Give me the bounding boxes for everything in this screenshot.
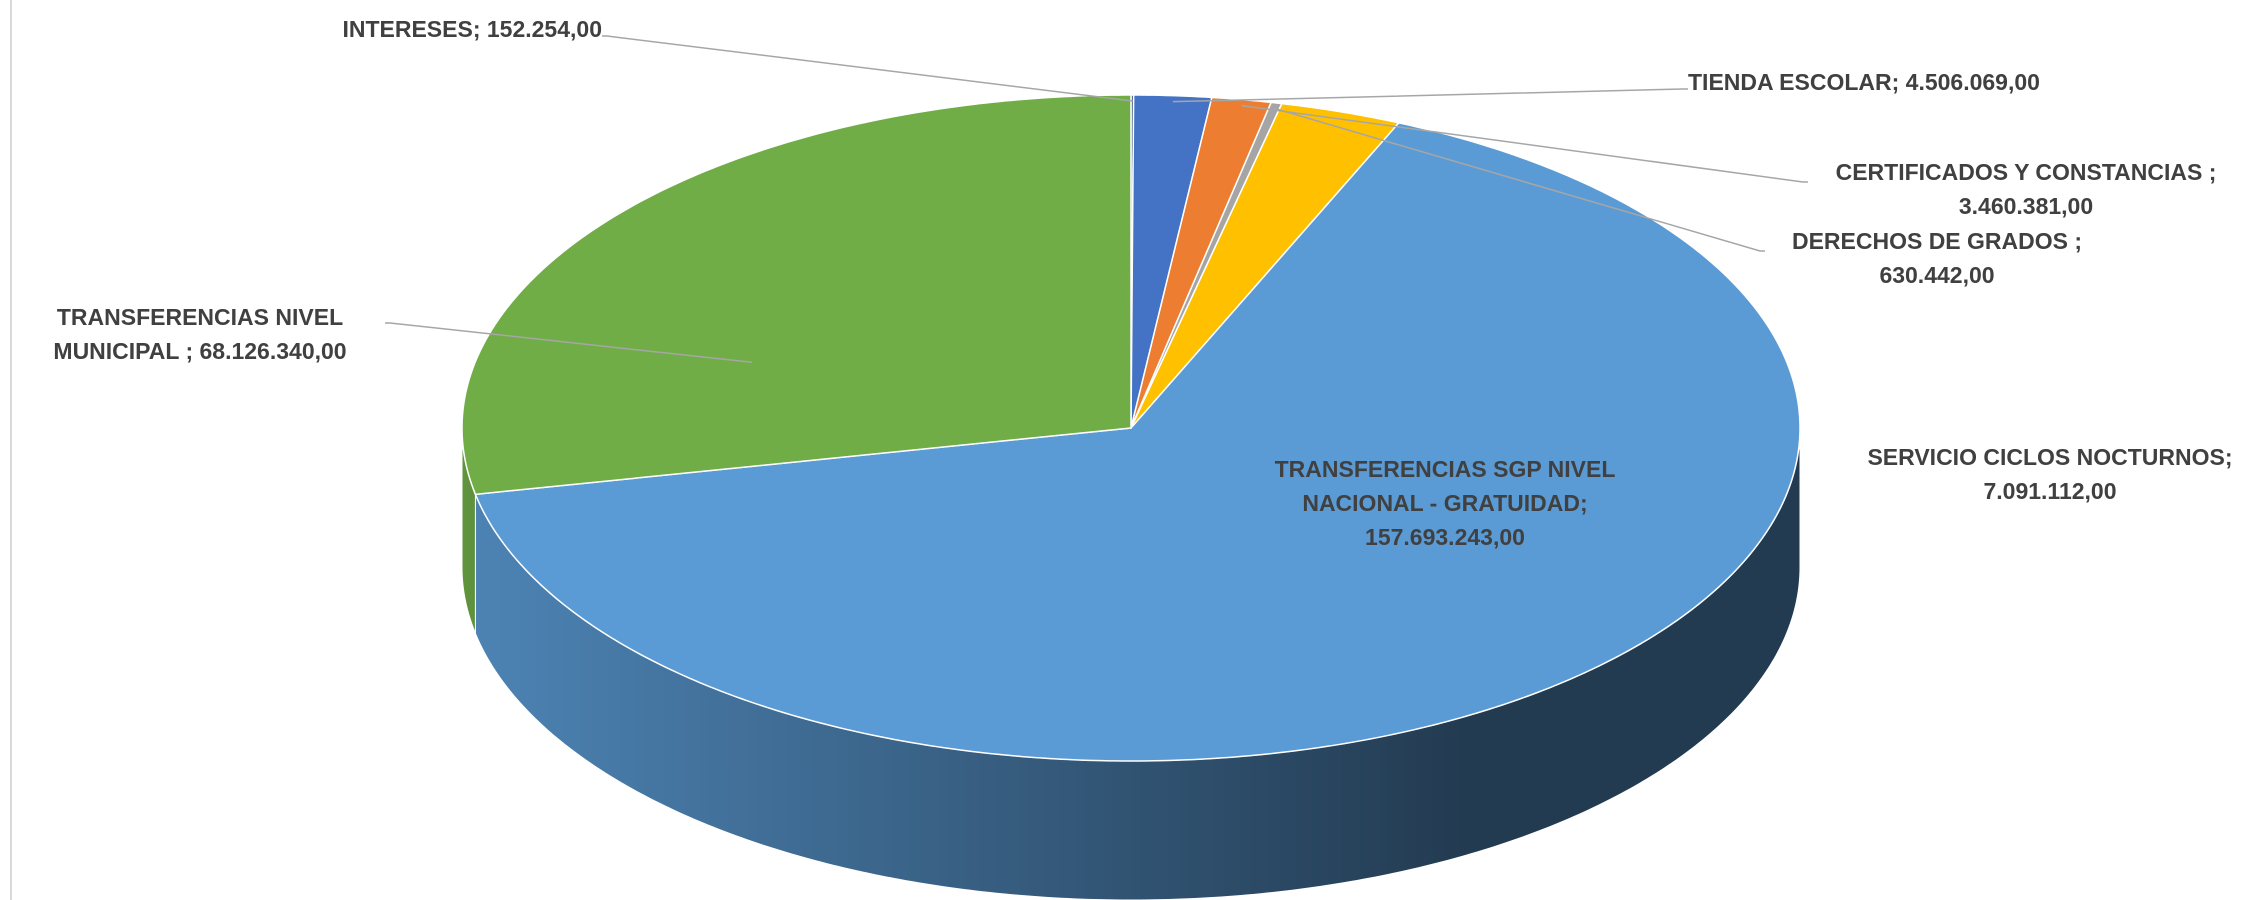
value-label: 630.442,00 [1879, 262, 1995, 288]
data-label: TRANSFERENCIAS SGP NIVEL NACIONAL - GRAT… [1235, 452, 1655, 554]
value-label: 152.254,00 [486, 16, 602, 42]
pie-slice [461, 94, 1132, 496]
category-name: INTERESES; [342, 16, 481, 42]
data-label: CERTIFICADOS Y CONSTANCIAS ; 3.460.381,0… [1806, 155, 2246, 223]
pie-slice [474, 122, 1801, 762]
data-label: INTERESES; 152.254,00 [182, 12, 602, 46]
category-name: CERTIFICADOS Y CONSTANCIAS ; [1835, 159, 2217, 185]
leader-line [602, 35, 1133, 102]
category-name: DERECHOS DE GRADOS ; [1791, 228, 2083, 254]
value-label: 157.693.243,00 [1365, 524, 1525, 550]
leader-line [1276, 108, 1765, 252]
data-label: TIENDA ESCOLAR; 4.506.069,00 [1688, 65, 2158, 99]
data-label: DERECHOS DE GRADOS ; 630.442,00 [1767, 224, 2107, 292]
category-name: TRANSFERENCIAS NIVEL MUNICIPAL ; [53, 304, 344, 364]
value-label: 7.091.112,00 [1983, 478, 2117, 504]
leader-line [1172, 88, 1688, 103]
value-label: 4.506.069,00 [1905, 69, 2040, 95]
category-name: TIENDA ESCOLAR; [1688, 69, 1900, 95]
leader-line [385, 322, 753, 364]
category-name: TRANSFERENCIAS SGP NIVEL NACIONAL - GRAT… [1274, 456, 1616, 516]
leader-line [1241, 104, 1808, 183]
value-label: 3.460.381,00 [1958, 193, 2094, 219]
value-label: 68.126.340,00 [199, 338, 347, 364]
pie-slice [1130, 102, 1401, 429]
data-label: SERVICIO CICLOS NOCTURNOS; 7.091.112,00 [1865, 440, 2235, 508]
category-name: SERVICIO CICLOS NOCTURNOS; [1867, 444, 2233, 470]
data-label: TRANSFERENCIAS NIVEL MUNICIPAL ; 68.126.… [10, 300, 390, 368]
